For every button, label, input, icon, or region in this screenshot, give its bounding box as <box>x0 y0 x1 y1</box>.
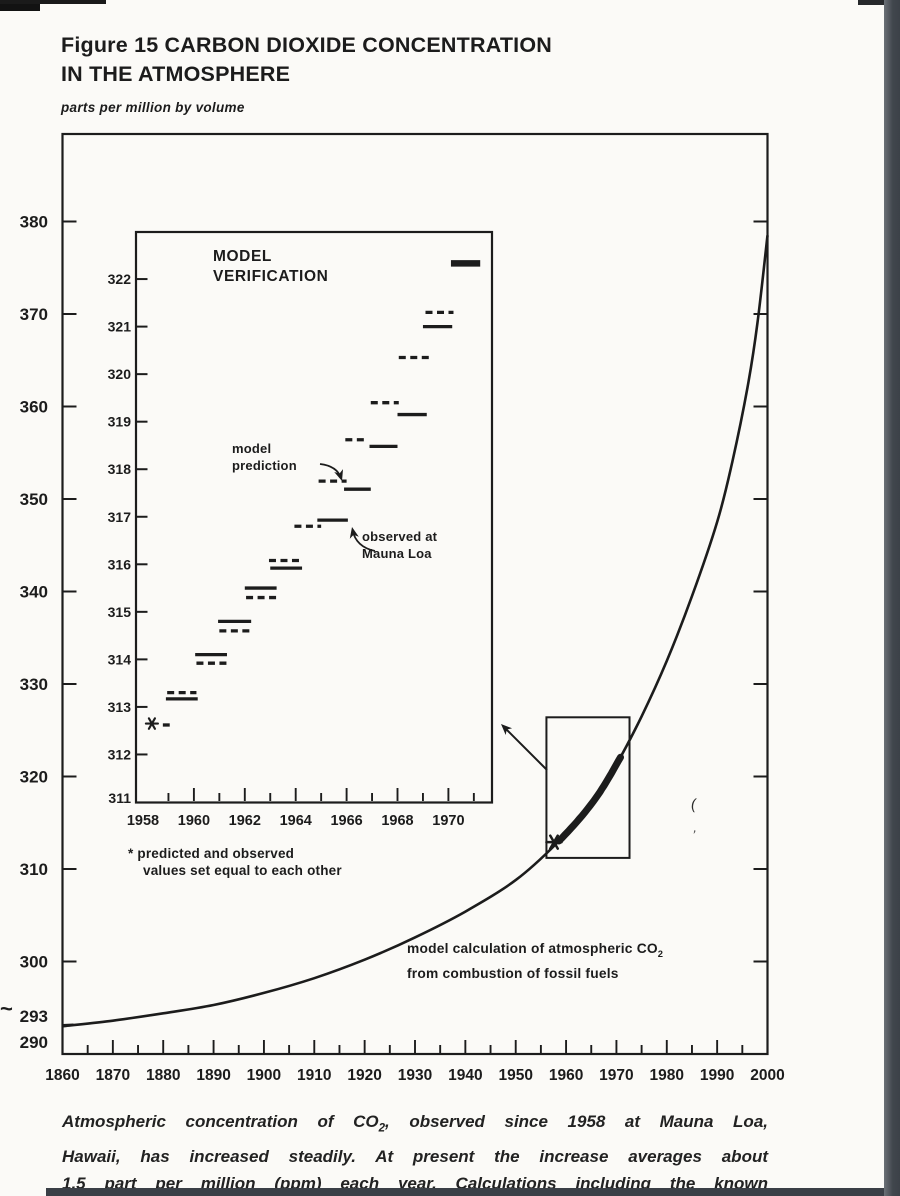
inset-x-axis-ticks <box>167 788 475 801</box>
inset-y-tick-label-322: 322 <box>108 271 132 287</box>
inset-x-tick-label-1964: 1964 <box>280 813 312 829</box>
main-chart-frame <box>61 132 769 1056</box>
figure-title: Figure 15 CARBON DIOXIDE CONCENTRATION I… <box>61 33 552 86</box>
main-y-axis-ticks <box>62 220 768 1026</box>
main-x-tick-label-1980: 1980 <box>650 1067 684 1084</box>
main-y-tick-label-300: 300 <box>20 953 48 972</box>
main-x-tick-label-1930: 1930 <box>398 1067 432 1084</box>
inset-y-tick-label-316: 316 <box>108 556 132 572</box>
main-y-tick-label-290: 290 <box>20 1033 48 1052</box>
scan-artifact-top-left-bar <box>0 0 40 11</box>
zoom-connector-arrow-line <box>505 728 548 771</box>
main-x-axis-ticks <box>86 1040 744 1053</box>
main-x-tick-label-1990: 1990 <box>700 1067 734 1084</box>
inset-y-tick-label-319: 319 <box>108 414 132 430</box>
observed-arrowhead <box>349 527 359 539</box>
curve-label-text: model calculation of atmospheric CO <box>407 941 658 956</box>
figure-caption: Atmospheric concentration of CO2, observ… <box>62 1108 768 1196</box>
curve-label-subscript: 2 <box>657 948 664 959</box>
zoom-box <box>545 716 631 859</box>
main-x-tick-label-1950: 1950 <box>498 1067 532 1084</box>
curve-label-line1: model calculation of atmospheric CO2 <box>407 939 663 964</box>
caption-line1: Atmospheric concentration of CO2, observ… <box>62 1108 768 1143</box>
observed-mauna-loa-highlight-segment <box>555 753 624 845</box>
inset-x-tick-label-1966: 1966 <box>330 813 362 829</box>
page-edge-bottom-bar <box>46 1188 900 1196</box>
main-y-tick-label-340: 340 <box>20 583 48 602</box>
inset-footnote-line2: values set equal to each other <box>143 863 342 878</box>
caption-subscript: 2 <box>378 1122 386 1135</box>
main-y-tick-label-293: 293 <box>20 1007 48 1026</box>
inset-y-tick-label-318: 318 <box>108 461 132 477</box>
zoom-connector-arrowhead <box>501 724 513 735</box>
inset-x-tick-label-1962: 1962 <box>229 813 261 829</box>
inset-y-tick-label-311: 311 <box>108 790 131 806</box>
inset-data-segments <box>162 260 481 727</box>
caption-text: Atmospheric concentration of CO <box>62 1112 379 1131</box>
main-x-tick-label-1870: 1870 <box>96 1067 130 1084</box>
main-x-tick-label-1900: 1900 <box>247 1067 281 1084</box>
main-y-tick-label-310: 310 <box>20 860 48 879</box>
main-x-tick-label-1910: 1910 <box>297 1067 331 1084</box>
main-y-tick-label-330: 330 <box>20 675 48 694</box>
inset-y-tick-label-313: 313 <box>108 699 132 715</box>
main-x-tick-label-1970: 1970 <box>599 1067 633 1084</box>
inset-x-tick-label-1960: 1960 <box>178 813 210 829</box>
inset-y-tick-label-321: 321 <box>108 319 132 335</box>
inset-x-tick-label-1970: 1970 <box>432 813 464 829</box>
caption-line2: Hawaii, has increased steadily. At prese… <box>62 1146 768 1166</box>
main-x-tick-label-1960: 1960 <box>549 1067 583 1084</box>
main-x-tick-label-1860: 1860 <box>45 1067 79 1084</box>
y-axis-units-label: parts per million by volume <box>61 100 245 115</box>
main-y-tick-label-380: 380 <box>20 213 48 232</box>
caption-text: , observed since 1958 at Mauna Loa, <box>385 1112 768 1131</box>
main-chart-asterisk <box>545 834 563 850</box>
annotation-model-prediction: model prediction <box>232 441 297 473</box>
inset-start-asterisk <box>144 717 160 730</box>
inset-y-tick-label-315: 315 <box>108 604 132 620</box>
main-y-tick-label-370: 370 <box>20 305 48 324</box>
model-prediction-arrowhead <box>334 469 343 481</box>
scan-artifact-top-right-mark <box>858 0 886 5</box>
inset-x-tick-label-1958: 1958 <box>127 813 159 829</box>
inset-y-tick-label-312: 312 <box>108 746 132 762</box>
scan-artifact-tilde: ~ <box>0 996 13 1021</box>
main-x-tick-label-1880: 1880 <box>146 1067 180 1084</box>
main-x-tick-label-1940: 1940 <box>448 1067 482 1084</box>
main-y-tick-label-350: 350 <box>20 490 48 509</box>
inset-y-tick-label-314: 314 <box>108 651 132 667</box>
inset-x-tick-label-1968: 1968 <box>381 813 413 829</box>
main-x-tick-label-1920: 1920 <box>347 1067 381 1084</box>
annotation-observed-mauna-loa: observed at Mauna Loa <box>362 529 438 561</box>
main-y-tick-label-320: 320 <box>20 768 48 787</box>
inset-footnote-line1: * predicted and observed <box>128 846 295 861</box>
inset-title: MODEL VERIFICATION <box>213 248 329 285</box>
inset-y-tick-label-320: 320 <box>108 366 132 382</box>
main-x-tick-label-2000: 2000 <box>750 1067 784 1084</box>
curve-label: model calculation of atmospheric CO2 fro… <box>407 939 663 984</box>
inset-chart-frame <box>134 230 494 804</box>
scan-artifact-top-left-line <box>0 0 106 4</box>
curve-label-line2: from combustion of fossil fuels <box>407 965 619 981</box>
inset-y-axis-ticks <box>136 278 148 756</box>
page-edge-right-bar <box>884 0 900 1196</box>
inset-y-tick-label-317: 317 <box>108 509 132 525</box>
main-x-tick-label-1890: 1890 <box>196 1067 230 1084</box>
main-y-tick-label-360: 360 <box>20 398 48 417</box>
